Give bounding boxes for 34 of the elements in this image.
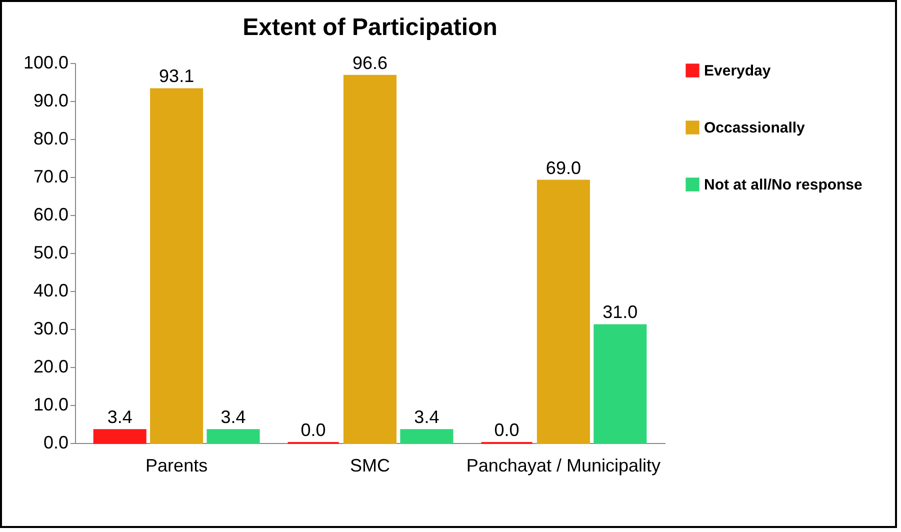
- x-tick-label: Parents: [146, 456, 208, 476]
- data-label: 96.6: [352, 52, 388, 73]
- bar: [400, 429, 454, 444]
- legend-label: Occassionally: [704, 120, 806, 136]
- y-tick-label: 10.0: [33, 394, 68, 414]
- bar: [206, 429, 260, 444]
- y-tick-label: 100.0: [23, 52, 68, 72]
- bar: [150, 88, 204, 444]
- bar: [343, 74, 397, 444]
- y-tick-label: 80.0: [33, 128, 68, 148]
- y-tick-label: 90.0: [33, 90, 68, 110]
- y-tick-label: 40.0: [33, 280, 68, 300]
- x-tick-label: SMC: [350, 456, 390, 476]
- bar: [536, 180, 590, 444]
- data-label: 3.4: [414, 407, 440, 428]
- legend-label: Not at all/No response: [704, 176, 862, 194]
- data-label: 0.0: [494, 420, 520, 440]
- y-tick-label: 30.0: [33, 318, 68, 338]
- data-label: 3.4: [220, 407, 246, 428]
- y-tick-label: 50.0: [33, 242, 68, 262]
- data-label: 31.0: [602, 302, 638, 322]
- data-label: 93.1: [159, 66, 194, 86]
- bar: [594, 324, 647, 444]
- x-tick-label: Panchayat / Municipality: [466, 456, 660, 476]
- y-tick-label: 20.0: [33, 356, 68, 376]
- data-label: 3.4: [107, 407, 132, 428]
- data-label: 69.0: [546, 158, 581, 178]
- legend-label: Everyday: [704, 62, 772, 80]
- y-tick-label: 70.0: [33, 166, 68, 186]
- bar: [93, 429, 146, 444]
- y-tick-label: 60.0: [33, 204, 68, 224]
- y-tick-label: 0.0: [43, 432, 68, 452]
- data-label: 0.0: [300, 420, 326, 440]
- chart-title: Extent of Participation: [242, 14, 498, 41]
